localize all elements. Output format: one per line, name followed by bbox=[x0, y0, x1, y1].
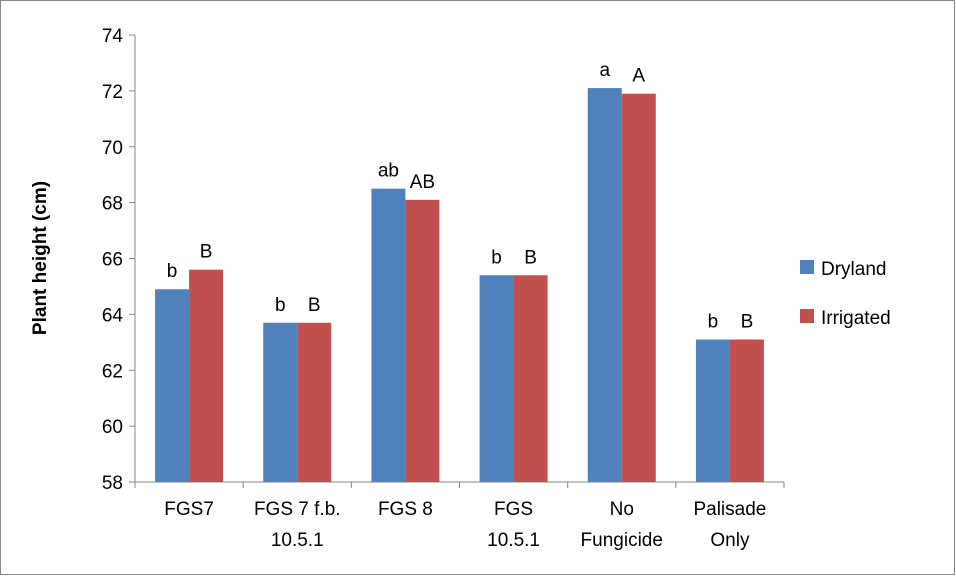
legend: Dryland Irrigated bbox=[800, 259, 891, 329]
y-axis: 58 60 62 64 66 68 70 72 74 bbox=[102, 26, 136, 494]
bar-irrigated bbox=[621, 93, 656, 482]
x-category-label: No Fungicide bbox=[581, 499, 663, 551]
x-category-label-line: FGS 7 f.b. bbox=[254, 499, 341, 520]
x-axis: FGS7 FGS 7 f.b. 10.5.1 FGS 8 FGS 10.5.1 No Fung… bbox=[134, 481, 785, 551]
y-tick-label: 60 bbox=[102, 417, 123, 438]
y-tick-label: 74 bbox=[102, 26, 124, 47]
data-label-irrigated: B bbox=[524, 247, 537, 268]
x-category-label-line: 10.5.1 bbox=[487, 530, 540, 551]
data-label-dryland: b bbox=[167, 261, 178, 282]
y-axis-title: Plant height (cm) bbox=[30, 181, 51, 335]
bar-dryland bbox=[263, 322, 298, 482]
x-category-label: Palisade Only bbox=[693, 499, 766, 551]
data-label-irrigated: B bbox=[741, 312, 754, 333]
x-category-label: FGS7 bbox=[164, 499, 214, 520]
x-category-label-line: Only bbox=[710, 530, 750, 551]
y-tick-label: 64 bbox=[102, 305, 124, 326]
data-labels: b Bb Bab AB b Ba Ab B bbox=[167, 60, 753, 332]
x-category-label-line: 10.5.1 bbox=[271, 530, 324, 551]
bar-irrigated bbox=[729, 339, 764, 482]
y-tick-label: 58 bbox=[102, 473, 123, 494]
y-tick-label: 70 bbox=[102, 138, 123, 159]
data-label-dryland: a bbox=[599, 60, 610, 81]
bars bbox=[155, 88, 764, 483]
legend-label-dryland: Dryland bbox=[821, 259, 886, 280]
data-label-dryland: b bbox=[275, 295, 286, 316]
bar-dryland bbox=[587, 88, 622, 483]
y-tick-label: 66 bbox=[102, 250, 123, 271]
x-category-label-line: FGS bbox=[494, 499, 533, 520]
bar-dryland bbox=[695, 339, 730, 482]
legend-label-irrigated: Irrigated bbox=[821, 308, 891, 329]
data-label-irrigated: B bbox=[308, 295, 321, 316]
bar-irrigated bbox=[189, 269, 224, 482]
data-label-irrigated: A bbox=[632, 66, 645, 87]
x-category-label: FGS 10.5.1 bbox=[487, 499, 540, 551]
bar-dryland bbox=[371, 188, 406, 482]
legend-swatch-irrigated bbox=[800, 309, 814, 323]
data-label-dryland: b bbox=[708, 312, 719, 333]
x-category-label-line: FGS7 bbox=[164, 499, 214, 520]
x-category-label: FGS 7 f.b. 10.5.1 bbox=[254, 499, 341, 551]
y-tick-label: 62 bbox=[102, 361, 123, 382]
data-label-dryland: ab bbox=[378, 161, 399, 182]
x-category-label-line: Fungicide bbox=[581, 530, 663, 551]
bar-dryland bbox=[479, 275, 514, 482]
y-tick-label: 68 bbox=[102, 194, 123, 215]
data-label-irrigated: AB bbox=[410, 172, 435, 193]
x-category-label-line: No bbox=[610, 499, 634, 520]
x-category-label-line: Palisade bbox=[693, 499, 766, 520]
x-category-label-line: FGS 8 bbox=[378, 499, 433, 520]
data-label-dryland: b bbox=[491, 247, 502, 268]
y-tick-label: 72 bbox=[102, 82, 123, 103]
data-label-irrigated: B bbox=[200, 242, 213, 263]
bar-irrigated bbox=[513, 275, 548, 482]
x-category-label: FGS 8 bbox=[378, 499, 433, 520]
bar-dryland bbox=[155, 289, 190, 482]
bar-irrigated bbox=[405, 199, 440, 483]
legend-swatch-dryland bbox=[800, 260, 814, 274]
bar-irrigated bbox=[297, 322, 332, 482]
